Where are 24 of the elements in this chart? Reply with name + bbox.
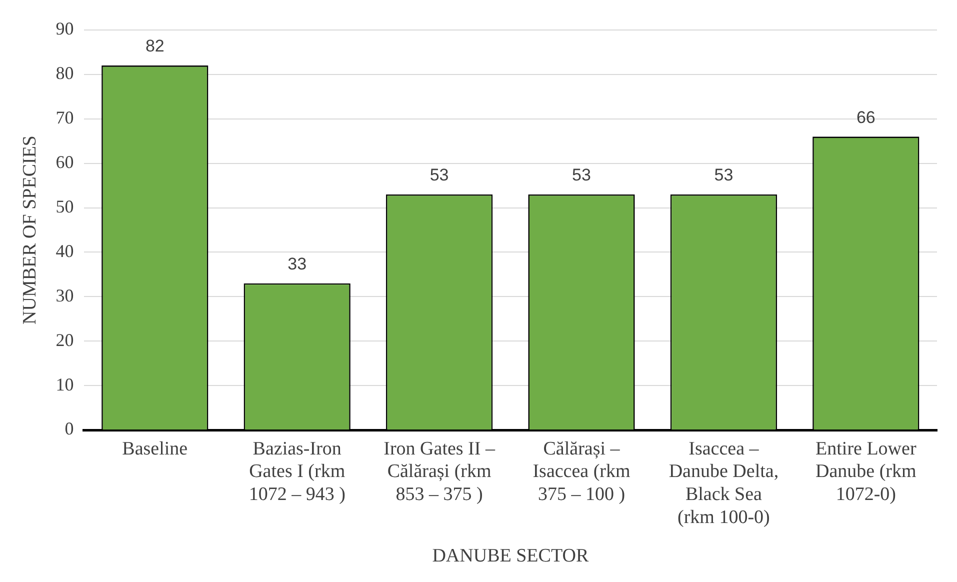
x-tick-label: Entire Lower Danube (rkm 1072-0) <box>816 438 917 505</box>
y-axis-title: NUMBER OF SPECIES <box>19 136 40 324</box>
y-tick-label: 20 <box>56 330 74 350</box>
y-tick-label: 0 <box>64 418 74 439</box>
x-axis-title: DANUBE SECTOR <box>432 546 589 567</box>
data-label: 53 <box>430 166 449 185</box>
data-label: 53 <box>714 166 734 185</box>
y-tick-label: 30 <box>56 285 74 306</box>
data-label: 33 <box>288 254 307 274</box>
x-tick-label: Baseline <box>122 438 188 460</box>
y-tick-label: 60 <box>56 152 74 172</box>
y-tick-label: 80 <box>56 63 74 84</box>
y-tick-label: 10 <box>56 374 74 394</box>
y-tick-label: 70 <box>56 108 74 128</box>
data-label: 66 <box>856 108 876 127</box>
y-tick-label: 90 <box>56 18 74 39</box>
x-tick-label: Iron Gates II – Călărași (rkm 853 – 375 ) <box>384 438 496 505</box>
data-label: 53 <box>572 166 591 185</box>
x-tick-label: Călărași – Isaccea (rkm 375 – 100 ) <box>532 438 630 505</box>
data-label: 82 <box>145 36 164 56</box>
y-tick-label: 40 <box>56 240 74 261</box>
x-tick-label: Bazias-Iron Gates I (rkm 1072 – 943 ) <box>248 438 346 505</box>
x-tick-label: Isaccea – Danube Delta, Black Sea (rkm 100-0) <box>668 438 779 528</box>
y-tick-label: 50 <box>56 196 74 217</box>
